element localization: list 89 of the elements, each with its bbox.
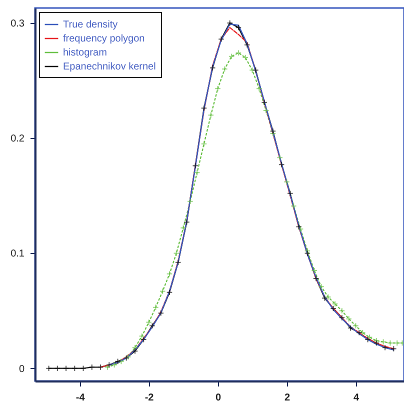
point — [138, 332, 146, 340]
point — [380, 338, 386, 346]
point — [209, 64, 216, 72]
point — [62, 365, 70, 372]
point — [118, 358, 124, 365]
y-tick-label: 0.2 — [10, 134, 25, 145]
x-tick-label: 4 — [353, 392, 360, 404]
point — [373, 340, 380, 346]
point — [322, 294, 328, 302]
point — [276, 154, 283, 161]
legend-label: frequency polygon — [63, 34, 145, 44]
point — [104, 364, 111, 370]
x-tick-label: -2 — [144, 392, 154, 404]
point — [235, 24, 242, 31]
point — [228, 53, 235, 60]
point — [174, 259, 182, 266]
point — [359, 330, 366, 336]
point — [114, 358, 121, 365]
point — [187, 198, 194, 205]
point — [252, 67, 259, 74]
point — [218, 36, 224, 42]
point — [290, 202, 297, 210]
point — [304, 250, 311, 256]
point — [262, 107, 270, 114]
point — [222, 66, 228, 72]
point — [152, 304, 159, 310]
point — [149, 322, 156, 329]
point — [173, 250, 180, 256]
x-tick-label: -4 — [76, 392, 86, 404]
point — [111, 362, 118, 368]
point — [387, 340, 394, 346]
point — [166, 289, 173, 296]
point — [146, 319, 152, 326]
point — [72, 365, 78, 372]
point — [284, 178, 290, 185]
point — [261, 99, 268, 106]
point — [270, 128, 276, 134]
point — [242, 54, 249, 61]
point — [166, 270, 173, 278]
x-tick-label: 0 — [215, 392, 222, 404]
point — [132, 348, 138, 354]
point — [97, 364, 104, 370]
point — [200, 140, 208, 147]
point — [226, 20, 233, 26]
point — [278, 161, 285, 168]
point — [324, 294, 332, 300]
point — [194, 169, 200, 176]
point — [140, 336, 147, 343]
point — [311, 267, 318, 274]
point — [256, 85, 262, 92]
point — [235, 50, 242, 56]
point — [54, 365, 61, 372]
point — [287, 190, 294, 196]
point — [304, 248, 311, 254]
point — [88, 364, 96, 370]
point — [318, 283, 324, 290]
point — [184, 218, 190, 226]
point — [159, 288, 166, 294]
legend-label: histogram — [63, 48, 107, 58]
point — [106, 362, 112, 368]
point — [214, 85, 221, 92]
point — [200, 105, 208, 112]
point — [297, 226, 304, 232]
legend-label: True density — [63, 20, 118, 30]
point — [132, 344, 138, 351]
point — [338, 308, 346, 314]
point — [192, 162, 199, 169]
point — [330, 305, 336, 312]
y-tick-label: 0.3 — [10, 18, 25, 30]
point — [180, 224, 186, 232]
point — [312, 275, 320, 282]
point — [347, 324, 354, 332]
point — [208, 112, 214, 118]
point — [158, 310, 164, 316]
point — [80, 365, 86, 372]
x-tick-label: 2 — [284, 392, 290, 404]
point — [346, 316, 352, 322]
point — [366, 334, 373, 340]
point — [332, 300, 338, 308]
y-tick-label: 0.1 — [10, 248, 25, 260]
legend-label: Epanechnikov kernel — [63, 62, 156, 72]
point — [296, 224, 302, 230]
point — [382, 344, 388, 351]
y-tick-label: 0 — [18, 364, 25, 375]
point — [244, 42, 250, 48]
point — [364, 336, 371, 343]
point — [352, 322, 359, 329]
point — [356, 330, 362, 336]
point — [338, 314, 346, 321]
